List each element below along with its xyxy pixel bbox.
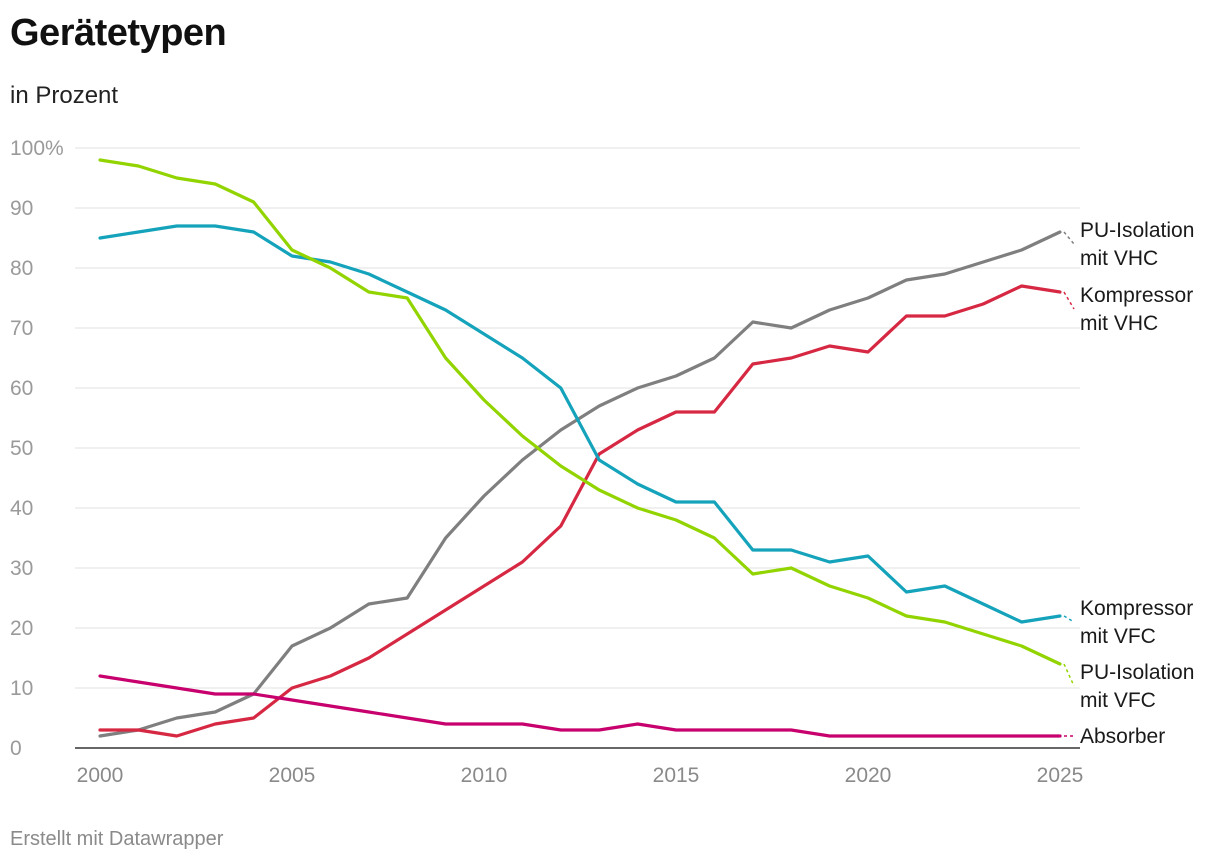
series-lines [98,158,1062,738]
series-line-kompressor-vfc [98,224,1062,624]
series-label-line: mit VFC [1080,689,1156,712]
series-label-line: Absorber [1080,725,1165,748]
x-tick-label: 2020 [845,764,892,787]
series-line-absorber [98,674,1062,738]
series-line-pu-vfc [98,158,1062,666]
y-tick-label: 20 [10,617,33,640]
y-tick-label: 70 [10,317,33,340]
series-label-line: Kompressor [1080,284,1193,307]
label-connector-pu-vhc [1063,231,1075,245]
series-label-absorber: Absorber [1080,725,1165,748]
series-label-line: mit VHC [1080,312,1158,335]
series-label-line: mit VHC [1080,247,1158,270]
label-connector-pu-vfc [1063,663,1075,687]
series-label-line: mit VFC [1080,625,1156,648]
label-connector-kompressor-vhc [1063,291,1075,310]
y-tick-label: 10 [10,677,33,700]
y-tick-label: 0 [10,737,22,760]
y-tick-label: 80 [10,257,33,280]
label-connector-kompressor-vfc [1063,615,1075,623]
series-label-line: Kompressor [1080,597,1193,620]
chart-subtitle: in Prozent [10,82,119,109]
series-label-kompressor-vhc: Kompressor mit VHC [1080,284,1193,335]
y-tick-label: 50 [10,437,33,460]
chart-title: Gerätetypen [10,12,227,54]
x-tick-label: 2005 [269,764,316,787]
x-tick-label: 2010 [461,764,508,787]
series-label-line: PU-Isolation [1080,661,1194,684]
y-tick-label: 90 [10,197,33,220]
series-line-kompressor-vhc [98,284,1062,738]
series-label-pu-vhc: PU-Isolation mit VHC [1080,219,1194,270]
y-axis-ticks: 100% 90 80 70 60 50 40 30 20 10 0 [10,137,64,760]
gridlines [75,147,1080,749]
series-label-line: PU-Isolation [1080,219,1194,242]
x-tick-label: 2025 [1037,764,1084,787]
y-tick-label: 30 [10,557,33,580]
series-line-pu-vhc [98,230,1062,738]
x-tick-label: 2000 [77,764,124,787]
y-tick-label: 60 [10,377,33,400]
series-label-kompressor-vfc: Kompressor mit VFC [1080,597,1193,648]
y-tick-label: 100% [10,137,64,160]
credit-footer: Erstellt mit Datawrapper [10,828,224,850]
y-tick-label: 40 [10,497,33,520]
x-tick-label: 2015 [653,764,700,787]
x-axis-ticks: 2000 2005 2010 2015 2020 2025 [77,764,1084,787]
series-label-pu-vfc: PU-Isolation mit VFC [1080,661,1194,712]
